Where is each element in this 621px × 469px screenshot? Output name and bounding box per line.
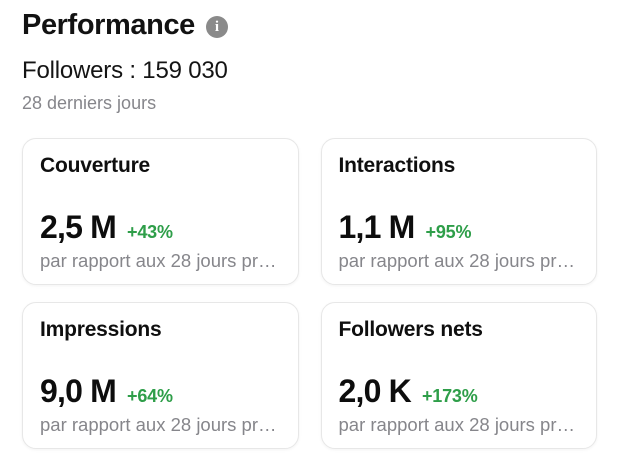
metric-value: 2,0 K bbox=[338, 373, 412, 409]
metric-delta: +173% bbox=[422, 386, 478, 406]
metric-delta: +64% bbox=[127, 386, 173, 406]
card-title: Couverture bbox=[40, 154, 151, 177]
card-followers-nets[interactable]: Followers nets 2,0 K +173% par rapport a… bbox=[320, 302, 597, 449]
card-metrics: 9,0 M +64% par rapport aux 28 jours pr… bbox=[40, 373, 281, 436]
card-title: Interactions bbox=[338, 154, 456, 177]
card-metrics: 2,5 M +43% par rapport aux 28 jours pr… bbox=[40, 209, 281, 272]
metric-delta: +43% bbox=[127, 222, 173, 242]
metric-note: par rapport aux 28 jours pr… bbox=[40, 250, 277, 271]
metric-delta: +95% bbox=[425, 222, 472, 242]
card-metrics: 1,1 M +95% par rapport aux 28 jours pr… bbox=[339, 209, 580, 272]
period-label: 28 derniers jours bbox=[22, 93, 157, 113]
page-title: Performance bbox=[22, 9, 195, 41]
card-interactions[interactable]: Interactions 1,1 M +95% par rapport aux … bbox=[320, 138, 597, 285]
metric-value: 9,0 M bbox=[40, 373, 117, 409]
metric-value: 1,1 M bbox=[338, 209, 416, 245]
card-title: Followers nets bbox=[338, 318, 483, 341]
metrics-grid: Couverture 2,5 M +43% par rapport aux 28… bbox=[22, 138, 597, 449]
card-couverture[interactable]: Couverture 2,5 M +43% par rapport aux 28… bbox=[22, 138, 299, 285]
metric-note: par rapport aux 28 jours pr… bbox=[338, 250, 576, 271]
followers-count: Followers : 159 030 bbox=[22, 57, 228, 84]
header: Performance i bbox=[22, 9, 597, 42]
info-icon[interactable]: i bbox=[205, 16, 228, 38]
performance-page: Performance i Followers : 159 030 28 der… bbox=[22, 9, 597, 449]
card-title: Impressions bbox=[40, 318, 162, 341]
metric-note: par rapport aux 28 jours pr… bbox=[338, 414, 576, 435]
card-metrics: 2,0 K +173% par rapport aux 28 jours pr… bbox=[339, 373, 580, 436]
card-impressions[interactable]: Impressions 9,0 M +64% par rapport aux 2… bbox=[22, 302, 299, 449]
metric-value: 2,5 M bbox=[40, 209, 117, 245]
metric-note: par rapport aux 28 jours pr… bbox=[40, 414, 277, 435]
